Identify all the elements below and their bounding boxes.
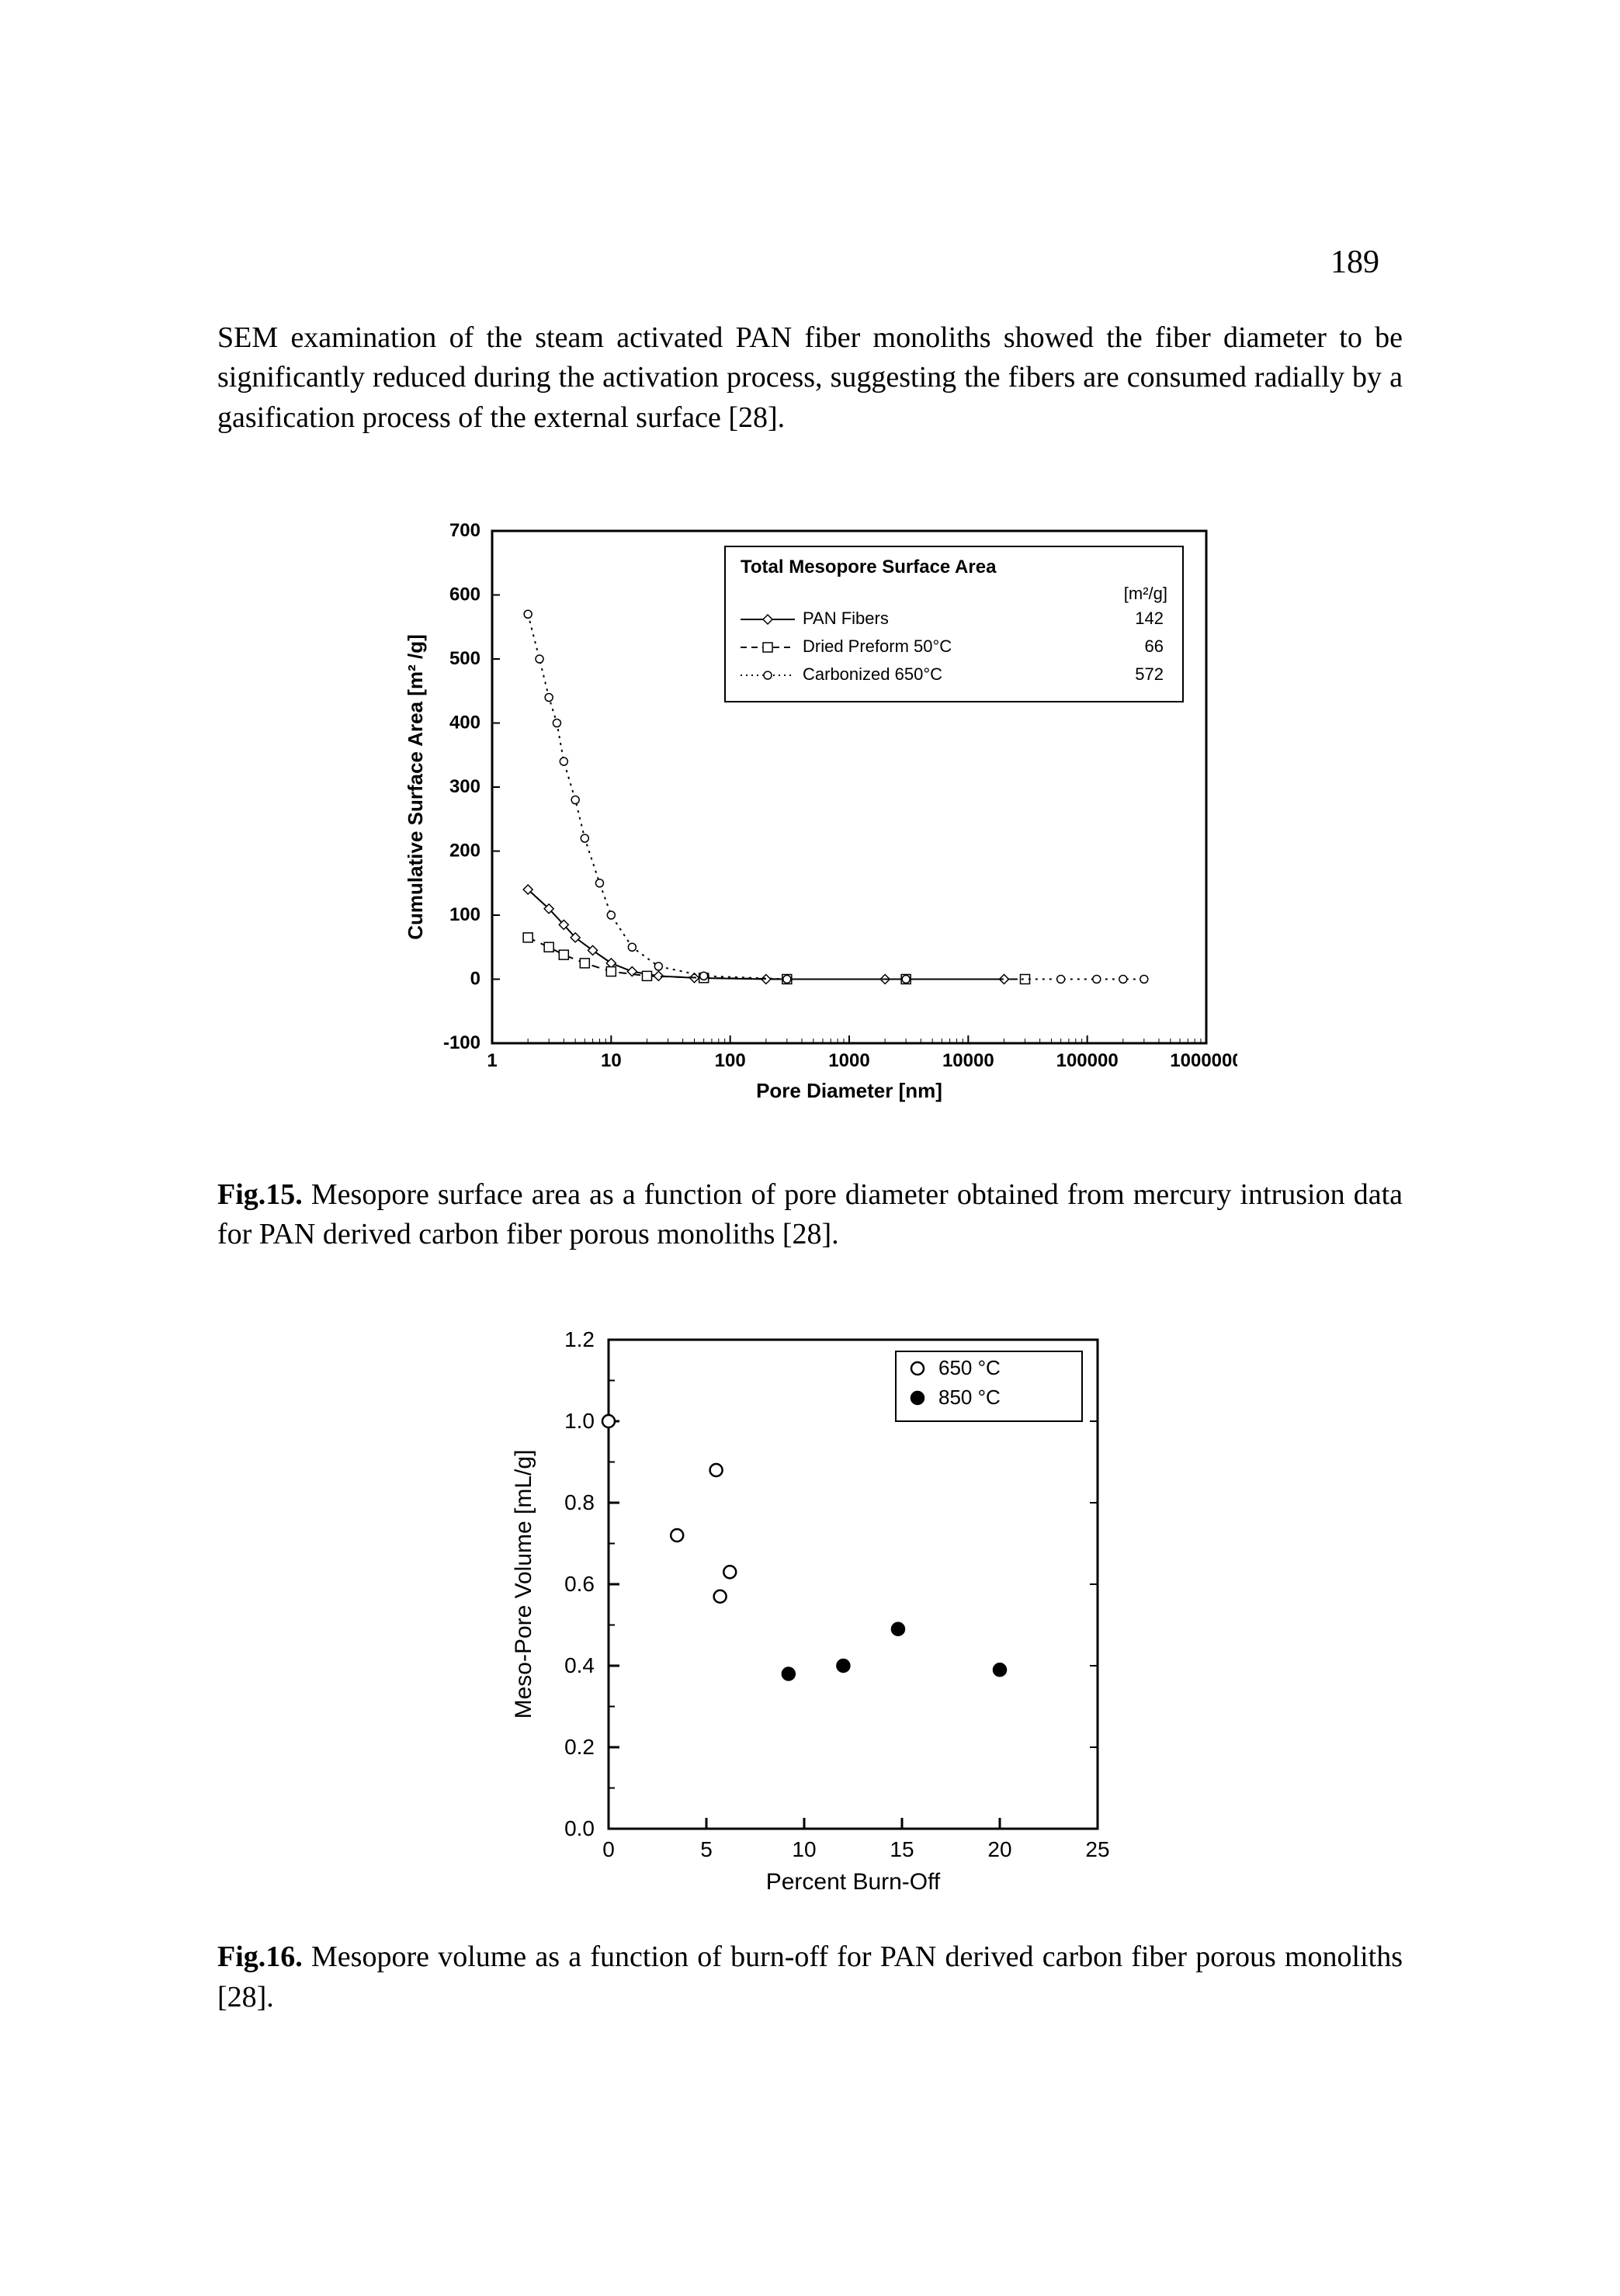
svg-text:0.0: 0.0: [564, 1816, 595, 1840]
svg-text:400: 400: [449, 712, 480, 733]
svg-text:10: 10: [600, 1050, 621, 1071]
svg-text:10000: 10000: [942, 1050, 994, 1071]
figure-16-caption: Fig.16. Mesopore volume as a function of…: [217, 1937, 1403, 2017]
page-number: 189: [1330, 241, 1379, 285]
svg-text:0.4: 0.4: [564, 1653, 595, 1677]
svg-text:0.2: 0.2: [564, 1735, 595, 1759]
svg-text:600: 600: [449, 584, 480, 605]
paragraph-1: SEM examination of the steam activated P…: [217, 318, 1403, 438]
svg-text:1000: 1000: [828, 1050, 869, 1071]
figure-16-chart: 0.0 0.2 0.4 0.6 0.8 1.0 1.2 0 5 10 15 20 25 Meso-Pore…: [492, 1316, 1129, 1906]
svg-text:100: 100: [714, 1050, 745, 1071]
svg-text:650 °C: 650 °C: [938, 1356, 1001, 1379]
figure-15-chart: -100 0 100 200 300 400 500 600 700 1 10 100 1000 1000…: [383, 500, 1237, 1144]
svg-text:1.0: 1.0: [564, 1409, 595, 1433]
svg-text:1000000: 1000000: [1170, 1050, 1237, 1071]
svg-text:1.2: 1.2: [564, 1327, 595, 1351]
svg-text:Dried Preform 50°C: Dried Preform 50°C: [803, 636, 952, 656]
svg-text:66: 66: [1144, 636, 1163, 656]
svg-text:700: 700: [449, 520, 480, 541]
fig16-label: Fig.16.: [217, 1941, 303, 1973]
fig16-text: Mesopore volume as a function of burn-of…: [217, 1941, 1403, 2013]
fig15-text: Mesopore surface area as a function of p…: [217, 1178, 1403, 1250]
svg-text:-100: -100: [442, 1032, 480, 1053]
svg-text:PAN Fibers: PAN Fibers: [803, 609, 889, 628]
svg-text:Carbonized 650°C: Carbonized 650°C: [803, 664, 942, 684]
svg-text:100: 100: [449, 904, 480, 925]
fig15-label: Fig.15.: [217, 1178, 303, 1211]
svg-text:Pore Diameter [nm]: Pore Diameter [nm]: [756, 1079, 942, 1102]
svg-text:5: 5: [700, 1837, 713, 1861]
svg-text:0: 0: [602, 1837, 615, 1861]
svg-text:850 °C: 850 °C: [938, 1386, 1001, 1409]
svg-text:Total Mesopore Surface Area: Total Mesopore Surface Area: [741, 557, 997, 577]
page: 189 SEM examination of the steam activat…: [0, 0, 1620, 2296]
svg-text:500: 500: [449, 648, 480, 669]
svg-text:Meso-Pore Volume [mL/g]: Meso-Pore Volume [mL/g]: [511, 1450, 536, 1719]
figure-15-caption: Fig.15. Mesopore surface area as a funct…: [217, 1175, 1403, 1255]
svg-text:10: 10: [792, 1837, 816, 1861]
svg-text:0: 0: [470, 968, 480, 989]
svg-text:142: 142: [1135, 609, 1164, 628]
svg-text:20: 20: [987, 1837, 1011, 1861]
svg-text:25: 25: [1085, 1837, 1109, 1861]
svg-text:100000: 100000: [1056, 1050, 1118, 1071]
svg-text:0.8: 0.8: [564, 1490, 595, 1514]
svg-text:200: 200: [449, 840, 480, 861]
svg-text:[m²/g]: [m²/g]: [1123, 584, 1167, 603]
svg-text:572: 572: [1135, 664, 1164, 684]
svg-text:0.6: 0.6: [564, 1572, 595, 1596]
svg-text:300: 300: [449, 776, 480, 797]
svg-text:15: 15: [890, 1837, 914, 1861]
svg-text:Percent Burn-Off: Percent Burn-Off: [765, 1869, 940, 1895]
svg-text:1: 1: [487, 1050, 497, 1071]
svg-text:Cumulative Surface Area [m² /g: Cumulative Surface Area [m² /g]: [404, 634, 427, 939]
